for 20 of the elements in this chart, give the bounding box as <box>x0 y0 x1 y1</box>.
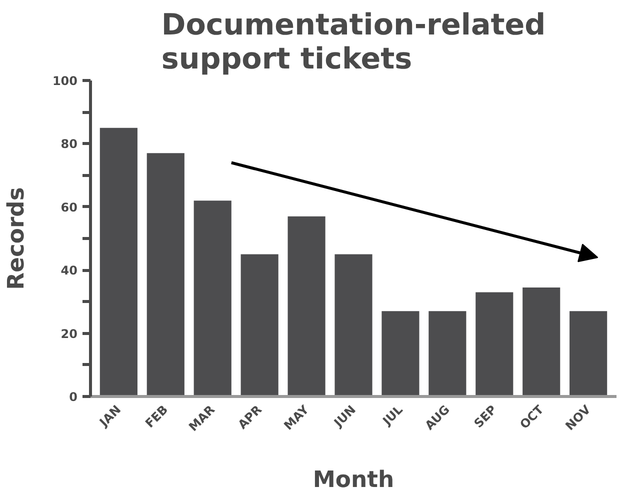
y-tick-label: 60 <box>60 200 78 214</box>
chart-title: Documentation-related support tickets <box>161 8 546 76</box>
y-tick-label: 0 <box>69 390 78 404</box>
y-tick-label: 80 <box>60 137 78 152</box>
bar <box>100 128 138 396</box>
x-axis-title: Month <box>312 466 394 493</box>
bar <box>382 311 420 396</box>
bar <box>570 311 608 396</box>
bar <box>522 287 560 396</box>
y-axis-title: Records <box>3 187 30 290</box>
bar <box>240 254 278 396</box>
bar <box>194 200 232 396</box>
y-tick-label: 20 <box>60 326 78 341</box>
bar <box>288 216 326 396</box>
y-tick-label: 100 <box>52 74 78 88</box>
bar <box>334 254 372 396</box>
bar <box>476 292 514 396</box>
y-tick-label: 40 <box>60 264 78 278</box>
bar <box>146 153 184 396</box>
bar <box>428 311 466 396</box>
